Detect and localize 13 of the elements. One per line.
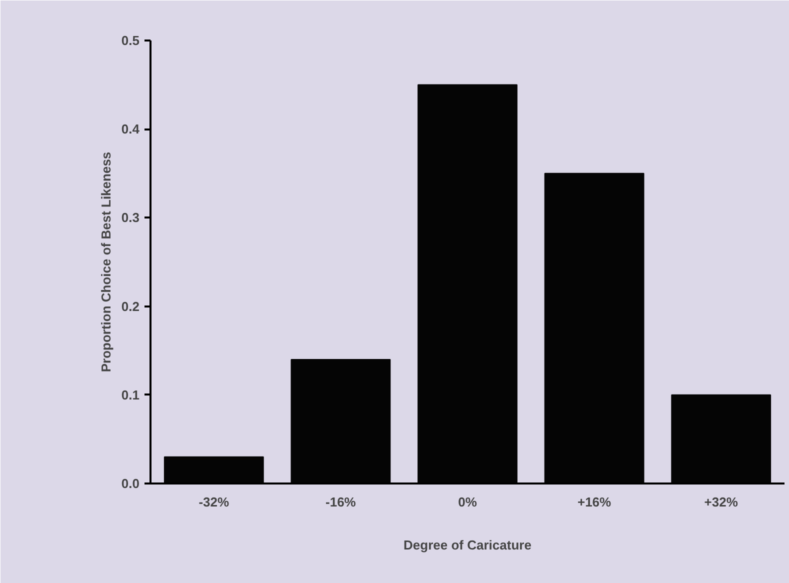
- y-tick-label: 0.3: [121, 210, 140, 226]
- x-axis-title: Degree of Caricature: [404, 538, 532, 552]
- y-tick-label: 0.1: [121, 387, 140, 402]
- x-tick-label: 0%: [458, 494, 478, 510]
- y-tick-label: 0.4: [121, 122, 140, 137]
- x-tick-label: -16%: [326, 494, 356, 510]
- y-tick-label: 0.0: [121, 476, 140, 491]
- x-tick-label: +32%: [704, 494, 738, 510]
- y-axis-title: Proportion Choice of Best Likeness: [98, 152, 114, 372]
- x-tick-label: +16%: [577, 494, 612, 510]
- y-tick-label: 0.5: [121, 33, 140, 48]
- y-tick-label: 0.2: [121, 298, 140, 314]
- x-tick-label: -32%: [198, 494, 230, 510]
